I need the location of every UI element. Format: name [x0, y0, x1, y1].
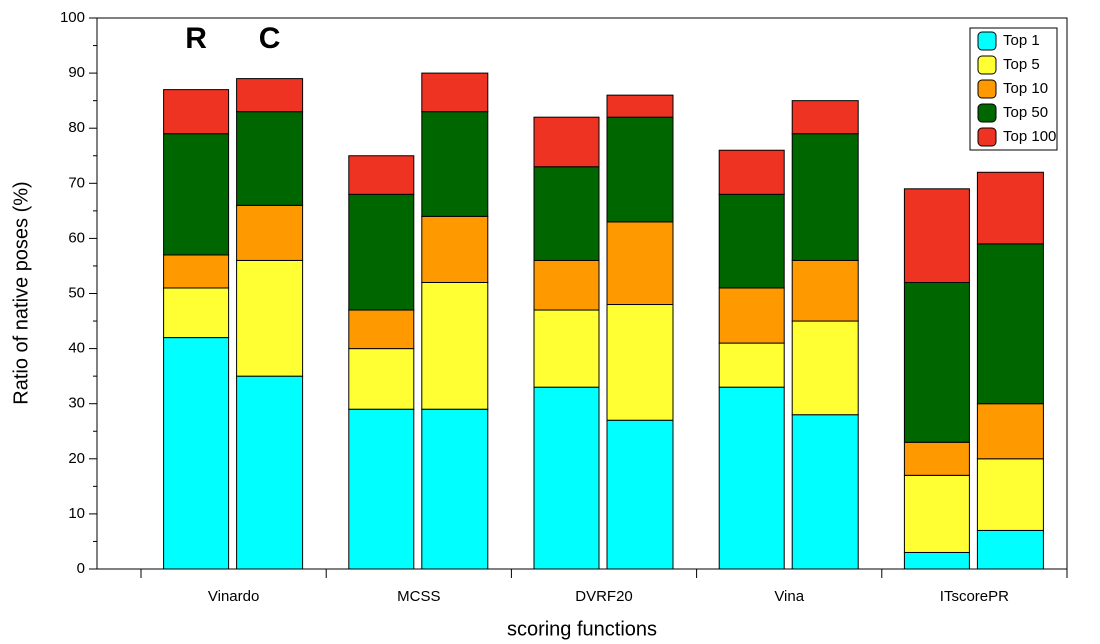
bar-segment [606, 116, 674, 223]
y-axis-title: Ratio of native poses (%) [10, 181, 32, 404]
y-tick-label: 60 [68, 229, 85, 246]
bar-segment [348, 408, 415, 570]
bar-segment [606, 94, 674, 118]
bar-segment [421, 408, 489, 570]
x-tick-label: Vinardo [208, 588, 259, 605]
legend-label: Top 10 [1003, 80, 1048, 97]
bar-segment [533, 386, 600, 570]
legend-swatch [977, 127, 997, 147]
bar-segment [348, 155, 415, 195]
legend-label: Top 100 [1003, 128, 1056, 145]
bar-segment [903, 441, 970, 476]
y-tick-label: 30 [68, 395, 85, 412]
bar-segment [976, 529, 1044, 570]
bar-segment [976, 171, 1044, 245]
bar-segment [606, 221, 674, 306]
bar-segment [718, 342, 785, 388]
bar-segment [903, 474, 970, 553]
legend-label: Top 5 [1003, 56, 1040, 73]
x-tick-label: DVRF20 [575, 588, 633, 605]
y-tick-label: 40 [68, 340, 85, 357]
bar-segment [718, 287, 785, 344]
bar-segment [236, 78, 304, 113]
bar-segment [421, 72, 489, 113]
y-tick-label: 100 [60, 9, 85, 26]
x-axis-title: scoring functions [507, 618, 657, 640]
x-tick-label: MCSS [397, 588, 440, 605]
bar-segment [421, 111, 489, 217]
bar-segment [236, 204, 304, 261]
bar-segment [533, 116, 600, 168]
bar-segment [976, 458, 1044, 531]
y-tick-label: 0 [77, 560, 85, 577]
bar-segment [236, 375, 304, 570]
bar-segment [421, 215, 489, 283]
bar-segment [606, 304, 674, 421]
bar-segment [348, 309, 415, 350]
bar-segment [718, 193, 785, 289]
x-tick-label: Vina [774, 588, 804, 605]
bar-segment [533, 309, 600, 388]
y-tick-label: 90 [68, 64, 85, 81]
legend-label: Top 50 [1003, 104, 1048, 121]
legend-swatch [977, 79, 997, 99]
bar-segment [348, 193, 415, 311]
legend-swatch [977, 55, 997, 75]
bar-segment [791, 259, 859, 322]
bar-segment [791, 100, 859, 135]
legend-label: Top 1 [1003, 32, 1040, 49]
bar-segment [163, 89, 230, 135]
bar-segment [718, 149, 785, 195]
bar-segment [976, 403, 1044, 460]
bar-segment [163, 337, 230, 570]
bar-segment [533, 166, 600, 261]
bar-segment [348, 348, 415, 410]
bar-segment [791, 414, 859, 570]
bar-segment [903, 551, 970, 570]
bar-segment [236, 259, 304, 377]
bar-segment [791, 133, 859, 261]
bar-segment [533, 259, 600, 311]
group-label: C [259, 22, 281, 55]
bar-segment [718, 386, 785, 570]
group-label: R [185, 22, 207, 55]
bar-segment [163, 133, 230, 256]
bar-segment [976, 243, 1044, 405]
bar-segment [421, 281, 489, 410]
bar-segment [903, 281, 970, 443]
y-tick-label: 80 [68, 119, 85, 136]
y-tick-label: 70 [68, 174, 85, 191]
bar-segment [791, 320, 859, 416]
bar-segment [606, 419, 674, 570]
legend-swatch [977, 103, 997, 123]
legend-swatch [977, 31, 997, 51]
y-tick-label: 50 [68, 284, 85, 301]
y-tick-label: 10 [68, 505, 85, 522]
y-tick-label: 20 [68, 450, 85, 467]
bar-segment [163, 254, 230, 289]
bar-segment [903, 188, 970, 283]
bar-segment [163, 287, 230, 339]
x-tick-label: ITscorePR [940, 588, 1009, 605]
bar-segment [236, 111, 304, 206]
